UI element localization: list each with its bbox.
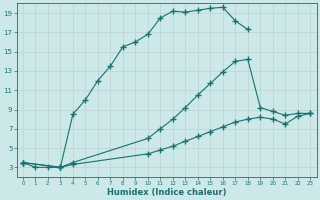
X-axis label: Humidex (Indice chaleur): Humidex (Indice chaleur): [107, 188, 226, 197]
